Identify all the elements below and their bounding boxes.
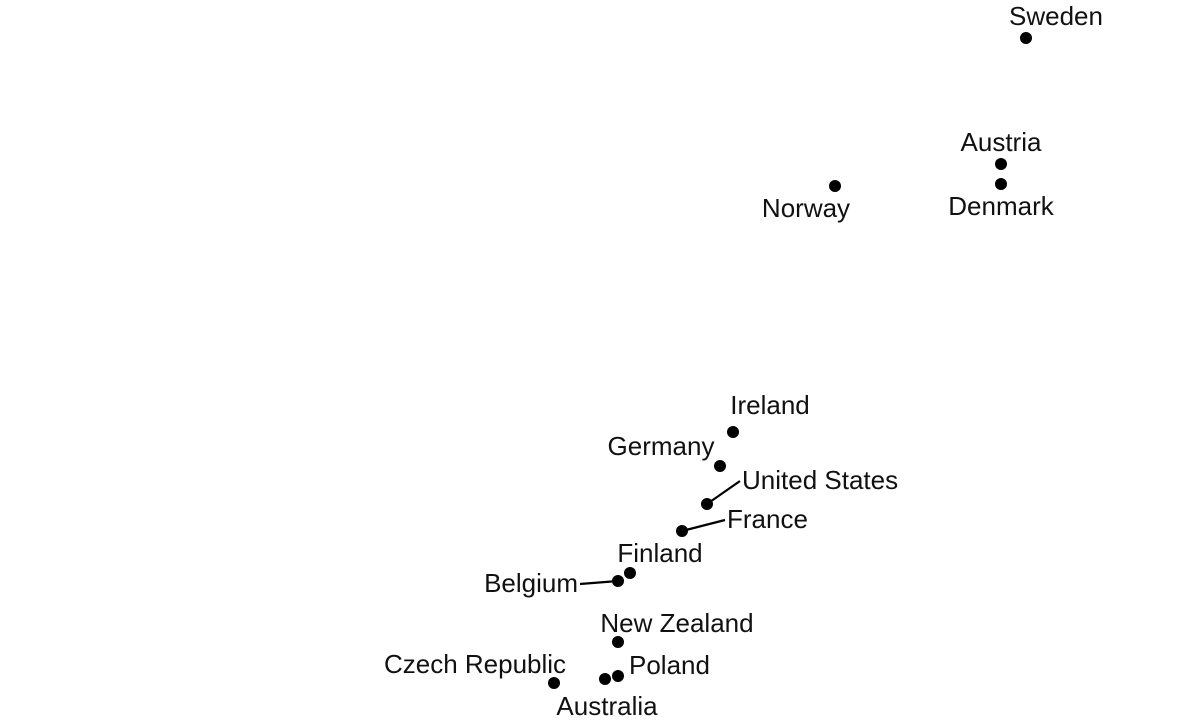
point-austria: [995, 158, 1007, 170]
point-labels: Sweden Austria Denmark Norway Ireland Germany…: [384, 1, 1103, 720]
point-new-zealand: [612, 636, 624, 648]
label-norway: Norway: [762, 193, 850, 223]
point-norway: [829, 180, 841, 192]
label-australia: Australia: [556, 691, 658, 720]
point-sweden: [1020, 32, 1032, 44]
point-denmark: [995, 178, 1007, 190]
label-poland: Poland: [629, 650, 710, 680]
point-ireland: [727, 426, 739, 438]
label-germany: Germany: [608, 431, 715, 461]
point-finland: [624, 567, 636, 579]
leader-lines: [579, 480, 741, 586]
point-australia: [599, 673, 611, 685]
label-united-states: United States: [742, 465, 898, 495]
label-france: France: [727, 504, 808, 534]
point-czech-republic: [548, 677, 560, 689]
label-new-zealand: New Zealand: [600, 608, 753, 638]
label-austria: Austria: [961, 127, 1042, 157]
leader-belgium: [579, 579, 619, 586]
point-france: [676, 525, 688, 537]
point-united-states: [701, 498, 713, 510]
label-czech-republic: Czech Republic: [384, 649, 566, 679]
point-poland: [612, 670, 624, 682]
label-finland: Finland: [617, 538, 702, 568]
label-ireland: Ireland: [730, 390, 810, 420]
data-points: [548, 32, 1032, 689]
label-belgium: Belgium: [484, 568, 578, 598]
label-denmark: Denmark: [948, 191, 1054, 221]
label-sweden: Sweden: [1009, 1, 1103, 31]
leader-united-states: [706, 480, 741, 505]
point-germany: [714, 460, 726, 472]
point-belgium: [612, 575, 624, 587]
leader-france: [681, 518, 726, 533]
